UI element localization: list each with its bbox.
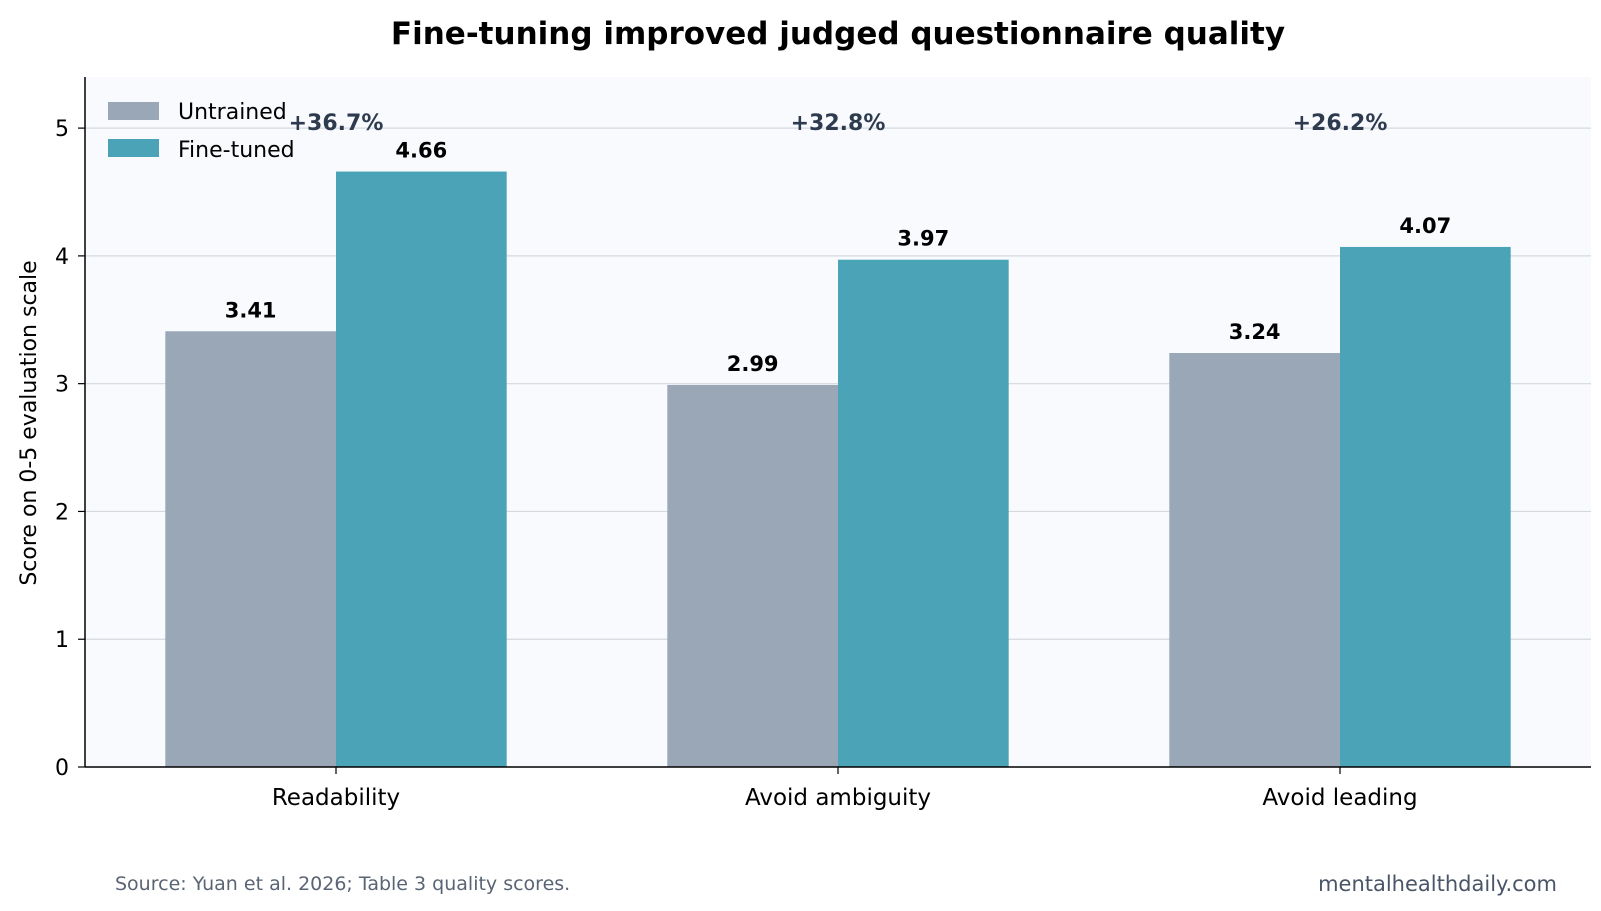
legend-label-fine-tuned: Fine-tuned bbox=[178, 138, 295, 163]
x-tick-label: Readability bbox=[272, 785, 400, 811]
value-label-untrained: 2.99 bbox=[727, 352, 779, 376]
y-tick-label: 2 bbox=[55, 500, 69, 525]
bars-layer bbox=[165, 171, 1511, 768]
y-tick-label: 3 bbox=[55, 373, 69, 398]
chart-title: Fine-tuning improved judged questionnair… bbox=[391, 16, 1285, 52]
legend-label-untrained: Untrained bbox=[178, 100, 287, 125]
y-tick-label: 0 bbox=[55, 756, 69, 781]
value-label-fine-tuned: 4.66 bbox=[395, 139, 447, 163]
legend-swatch-fine-tuned bbox=[108, 139, 159, 157]
bar-fine-tuned bbox=[336, 171, 507, 768]
improvement-label: +26.2% bbox=[1293, 111, 1388, 136]
y-axis-label: Score on 0-5 evaluation scale bbox=[17, 260, 42, 585]
ticks-layer: 0 1 2 3 4 5 Readability Avoid ambiguity Avoid le… bbox=[55, 117, 1418, 811]
value-label-untrained: 3.41 bbox=[225, 298, 277, 322]
y-tick-label: 4 bbox=[55, 245, 69, 270]
improvement-label: +32.8% bbox=[791, 111, 886, 136]
improvement-label: +36.7% bbox=[289, 111, 384, 136]
legend-swatch-untrained bbox=[108, 102, 159, 120]
y-tick-label: 5 bbox=[55, 117, 69, 142]
brand-label: mentalhealthdaily.com bbox=[1318, 872, 1557, 896]
legend: Untrained Fine-tuned bbox=[108, 100, 295, 163]
bar-untrained bbox=[1169, 353, 1340, 767]
bar-untrained bbox=[165, 331, 336, 767]
value-label-fine-tuned: 3.97 bbox=[897, 227, 949, 251]
labels-layer: 3.41 4.66 +36.7% 2.99 3.97 +32.8% 3.24 4.07 +26.… bbox=[225, 111, 1452, 376]
bar-fine-tuned bbox=[1340, 246, 1511, 767]
y-tick-label: 1 bbox=[55, 628, 69, 653]
x-tick-label: Avoid leading bbox=[1262, 785, 1417, 811]
value-label-untrained: 3.24 bbox=[1229, 320, 1281, 344]
bar-untrained bbox=[667, 384, 838, 767]
x-tick-label: Avoid ambiguity bbox=[745, 785, 931, 811]
bar-fine-tuned bbox=[838, 259, 1009, 767]
value-label-fine-tuned: 4.07 bbox=[1399, 214, 1451, 238]
source-note: Source: Yuan et al. 2026; Table 3 qualit… bbox=[115, 873, 570, 895]
